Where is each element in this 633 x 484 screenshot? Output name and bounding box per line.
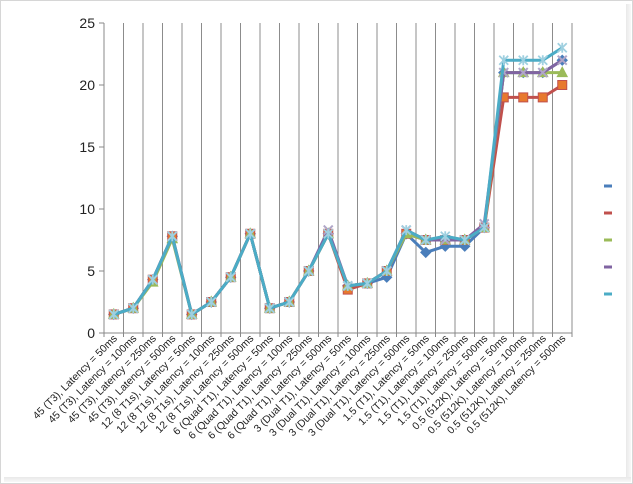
data-point-marker [264,303,275,314]
data-point-marker [556,66,569,78]
data-point-marker [518,67,529,78]
data-point-marker [459,234,470,246]
data-point-marker [498,55,509,66]
data-point-marker [108,309,119,320]
data-point-marker [537,67,548,78]
data-point-marker [420,246,432,259]
data-point-marker [420,234,431,246]
axes [99,22,573,337]
frame-shadow-right [626,4,631,482]
data-point-marker [557,80,568,90]
y-tick-label: 15 [79,139,95,155]
data-point-marker [381,265,392,277]
y-tick-label: 0 [87,325,95,341]
data-point-marker [167,231,178,242]
data-point-marker [186,309,197,320]
data-point-marker [147,274,158,285]
data-point-marker [557,42,568,53]
data-point-marker [245,228,256,239]
series-lines [107,42,569,321]
data-point-marker [128,303,139,314]
y-tick-label: 5 [87,263,95,279]
series-5 [108,42,568,320]
data-point-marker [537,92,548,103]
y-tick-label: 25 [79,15,95,31]
data-point-marker [479,222,490,233]
y-tick-label: 10 [79,201,95,217]
legend [604,184,612,296]
data-point-marker [206,296,217,308]
data-point-marker [362,278,373,289]
frame-shadow-bottom [4,477,631,482]
data-point-marker [342,280,353,292]
data-point-marker [225,272,236,283]
data-point-marker [518,92,529,103]
data-point-marker [557,54,568,66]
data-point-marker [284,296,295,308]
data-point-marker [401,224,412,236]
data-point-marker [518,55,529,66]
series-line [113,46,564,316]
data-point-marker [303,265,314,277]
data-point-marker [440,231,451,242]
y-axis-tick-labels: 0 5 10 15 20 25 [79,15,95,341]
vertical-gridlines [123,23,573,333]
data-point-marker [537,55,548,66]
data-point-marker [323,228,334,239]
y-tick-label: 20 [79,77,95,93]
